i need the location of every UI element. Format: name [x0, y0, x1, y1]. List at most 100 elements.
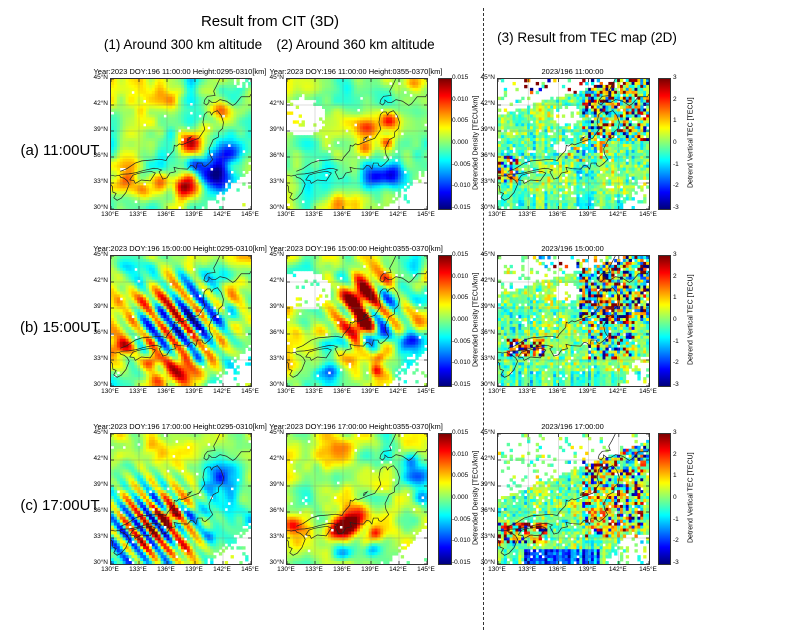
- y-tick-label: 33°N: [93, 533, 108, 540]
- y-tick-label: 30°N: [480, 381, 495, 388]
- y-tick-label: 42°N: [269, 100, 284, 107]
- x-tick-label: 136°E: [157, 388, 175, 395]
- y-tick-label: 42°N: [93, 100, 108, 107]
- col3-header: (3) Result from TEC map (2D): [497, 30, 677, 45]
- x-tick-label: 139°E: [361, 211, 379, 218]
- x-tick-label: 133°E: [129, 566, 147, 573]
- y-tick-label: 30°N: [480, 559, 495, 566]
- x-tick-label: 145°E: [241, 566, 259, 573]
- x-tick-label: 133°E: [305, 388, 323, 395]
- colorbar-axis-label: Detrend Vertical TEC [TECU]: [687, 274, 695, 366]
- y-tick-label: 36°N: [480, 329, 495, 336]
- y-tick-label: 36°N: [269, 507, 284, 514]
- y-tick-label: 30°N: [93, 204, 108, 211]
- x-tick-label: 130°E: [101, 388, 119, 395]
- colorbar-axis-label: Detrend Vertical TEC [TECU]: [687, 452, 695, 544]
- row-label-c: (c) 17:00UT: [20, 497, 100, 514]
- x-tick-label: 145°E: [417, 388, 435, 395]
- colorbar-tick-label: 0.005: [452, 117, 469, 125]
- y-tick-label: 45°N: [480, 429, 495, 436]
- colorbar-tick-label: -0.005: [452, 515, 471, 523]
- y-tick-label: 39°N: [480, 303, 495, 310]
- row-label-b: (b) 15:00UT: [19, 319, 101, 336]
- x-tick-label: 145°E: [639, 211, 657, 218]
- map-panel-a3: [497, 78, 650, 210]
- y-tick-label: 45°N: [480, 251, 495, 258]
- y-tick-label: 42°N: [269, 277, 284, 284]
- colorbar-tick-label: -3: [673, 559, 679, 566]
- colorbar-tick-label: -1: [673, 160, 679, 168]
- x-tick-label: 142°E: [608, 388, 627, 395]
- panel-title-a2: Year:2023 DOY:196 11:00:00 Height:0355-0…: [269, 67, 443, 76]
- map-panel-b3: [497, 255, 650, 387]
- x-tick-label: 133°E: [518, 388, 537, 395]
- x-tick-label: 142°E: [213, 566, 231, 573]
- x-tick-label: 133°E: [518, 211, 537, 218]
- y-tick-label: 33°N: [480, 355, 495, 362]
- colorbar-tick-label: -0.015: [452, 559, 471, 566]
- x-tick-label: 142°E: [608, 566, 627, 573]
- y-tick-label: 33°N: [93, 178, 108, 185]
- y-tick-label: 39°N: [93, 303, 108, 310]
- y-tick-label: 45°N: [269, 251, 284, 258]
- y-tick-label: 36°N: [480, 152, 495, 159]
- colorbar-tick-label: 2: [673, 95, 677, 103]
- colorbar-tick-label: 0: [673, 139, 677, 146]
- x-tick-label: 130°E: [101, 211, 119, 218]
- y-tick-label: 30°N: [269, 204, 284, 211]
- y-tick-label: 45°N: [93, 429, 108, 436]
- row-label-a: (a) 11:00UT: [20, 142, 100, 159]
- y-tick-label: 33°N: [269, 355, 284, 362]
- y-tick-label: 45°N: [93, 251, 108, 258]
- colorbar-tick-label: -0.005: [452, 160, 471, 168]
- y-tick-label: 42°N: [93, 455, 108, 462]
- colorbar-axis-label: Detrended Density [TECU/km]: [472, 95, 480, 191]
- y-tick-label: 39°N: [480, 126, 495, 133]
- colorbar-tick-label: -2: [673, 182, 679, 190]
- x-tick-label: 133°E: [129, 388, 147, 395]
- y-tick-label: 42°N: [93, 277, 108, 284]
- x-tick-label: 145°E: [639, 566, 657, 573]
- y-tick-label: 36°N: [93, 329, 108, 336]
- colorbar-tick-label: 1: [673, 472, 677, 480]
- x-tick-label: 130°E: [277, 211, 295, 218]
- map-canvas-a3: [498, 79, 649, 209]
- colorbar-cit-row1-gradient: [439, 256, 451, 386]
- col1-header: (1) Around 300 km altitude: [103, 37, 263, 52]
- colorbar-tec-row2-gradient: [659, 434, 670, 564]
- colorbar-cit-row2: [438, 433, 452, 565]
- x-tick-label: 145°E: [417, 211, 435, 218]
- colorbar-cit-row2-gradient: [439, 434, 451, 564]
- map-panel-a1: [110, 78, 252, 210]
- panel-title-a3: 2023/196 11:00:00: [541, 67, 604, 76]
- x-tick-label: 133°E: [305, 211, 323, 218]
- colorbar-tick-label: -2: [673, 537, 679, 545]
- x-tick-label: 136°E: [548, 566, 567, 573]
- x-tick-label: 145°E: [241, 388, 259, 395]
- colorbar-tick-label: 3: [673, 251, 677, 258]
- map-canvas-c1: [111, 434, 251, 564]
- x-tick-label: 145°E: [241, 211, 259, 218]
- x-tick-label: 130°E: [101, 566, 119, 573]
- x-tick-label: 139°E: [578, 211, 597, 218]
- colorbar-axis-label: Detrend Vertical TEC [TECU]: [687, 97, 695, 189]
- x-tick-label: 142°E: [608, 211, 627, 218]
- x-tick-label: 136°E: [157, 566, 175, 573]
- colorbar-axis-label: Detrended Density [TECU/km]: [472, 272, 480, 368]
- map-panel-b2: [286, 255, 428, 387]
- x-tick-label: 142°E: [389, 388, 407, 395]
- y-tick-label: 39°N: [269, 481, 284, 488]
- y-tick-label: 45°N: [269, 429, 284, 436]
- map-canvas-b1: [111, 256, 251, 386]
- x-tick-label: 130°E: [488, 388, 506, 395]
- panel-title-c1: Year:2023 DOY:196 17:00:00 Height:0295-0…: [93, 422, 267, 431]
- x-tick-label: 142°E: [389, 211, 407, 218]
- colorbar-tick-label: -0.015: [452, 204, 471, 211]
- colorbar-tec-row0-gradient: [659, 79, 670, 209]
- x-tick-label: 136°E: [333, 566, 351, 573]
- y-tick-label: 30°N: [93, 559, 108, 566]
- y-tick-label: 42°N: [480, 277, 495, 284]
- y-tick-label: 36°N: [480, 507, 495, 514]
- x-tick-label: 130°E: [277, 388, 295, 395]
